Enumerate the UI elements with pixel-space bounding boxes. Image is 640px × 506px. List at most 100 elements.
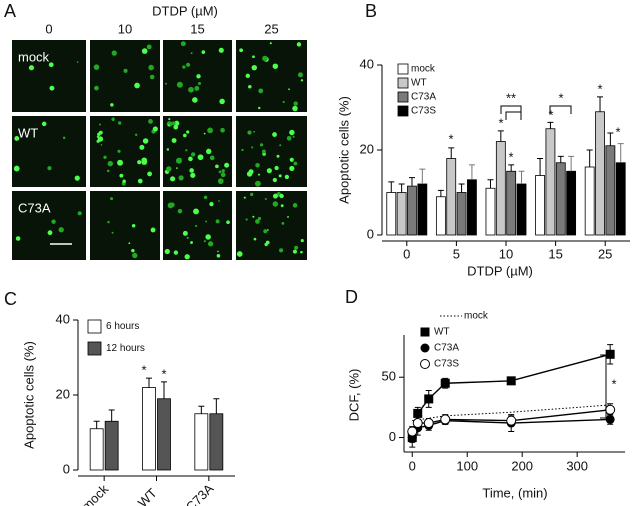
- error-bar: [146, 377, 152, 388]
- error-bar: [419, 168, 426, 184]
- marker: [506, 415, 517, 426]
- annotation: *: [597, 81, 602, 96]
- cell-spot: [170, 202, 175, 208]
- cell-spot: [266, 168, 272, 174]
- cell-spot: [184, 254, 190, 260]
- cell-spot: [197, 81, 202, 86]
- marker: [420, 343, 430, 353]
- significance-bracket: [505, 111, 522, 120]
- column-label: 15: [190, 21, 204, 36]
- panel-a-title: DTDP (µM): [152, 3, 218, 18]
- cell-spot: [217, 250, 219, 253]
- cell-spot: [215, 164, 219, 169]
- bar: [506, 170, 517, 236]
- y-axis-label: Apoptotic cells (%): [21, 341, 36, 449]
- cell-spot: [201, 50, 206, 54]
- cell-spot: [48, 62, 54, 68]
- cell-spot: [226, 220, 230, 225]
- cell-spot: [294, 245, 299, 250]
- error-bar: [568, 155, 575, 172]
- cell-spot: [252, 215, 255, 218]
- legend-swatch: [397, 91, 409, 103]
- cell-spot: [132, 252, 138, 259]
- bar: [142, 387, 156, 471]
- cell-spot: [98, 123, 101, 126]
- cell-spot: [287, 215, 289, 218]
- cell-spot: [167, 124, 170, 126]
- cell-spot: [131, 248, 135, 253]
- cell-spot: [253, 237, 257, 241]
- cell-spot: [111, 231, 114, 234]
- error-bar: [508, 164, 515, 172]
- error-bar: [518, 170, 525, 184]
- x-tick-label: mock: [79, 481, 112, 506]
- cell-spot: [262, 55, 268, 62]
- bar: [605, 145, 616, 236]
- cell-spot: [239, 48, 244, 53]
- cell-spot: [182, 65, 186, 69]
- cell-spot: [258, 106, 261, 110]
- cell-spot: [164, 248, 170, 255]
- cell-spot: [289, 165, 295, 172]
- x-axis-label: Time, (min): [482, 485, 547, 500]
- legend-swatch: [87, 341, 102, 356]
- legend-label: 6 hours: [106, 321, 139, 332]
- cell-spot: [147, 171, 153, 177]
- cell-spot: [258, 88, 264, 94]
- cell-spot: [176, 167, 178, 169]
- annotation: *: [615, 124, 620, 139]
- cell-spot: [117, 159, 124, 166]
- x-tick-label: 200: [511, 458, 533, 473]
- cell-spot: [62, 136, 66, 140]
- x-axis-label: DTDP (µM): [467, 263, 533, 278]
- cell-spot: [141, 157, 148, 164]
- cell-spot: [248, 84, 252, 89]
- cell-spot: [296, 42, 302, 47]
- cell-spot: [188, 86, 194, 93]
- cell-spot: [248, 169, 254, 175]
- cell-spot: [266, 229, 269, 231]
- annotation: *: [558, 90, 563, 105]
- bar: [495, 141, 506, 236]
- cell-spot: [279, 144, 282, 147]
- cell-spot: [272, 201, 279, 207]
- bar: [516, 183, 527, 236]
- marker: [605, 414, 615, 424]
- column-label: 0: [45, 21, 52, 36]
- cell-spot: [251, 146, 254, 149]
- y-tick-label: 0: [367, 226, 374, 241]
- legend-label: 12 hours: [106, 343, 145, 354]
- error-bar: [607, 132, 614, 146]
- row-label: WT: [18, 125, 38, 140]
- cell-spot: [251, 64, 258, 71]
- cell-spot: [300, 250, 303, 254]
- error-bar: [557, 155, 564, 163]
- cell-spot: [192, 97, 198, 103]
- cell-spot: [274, 165, 279, 171]
- cell-spot: [189, 168, 194, 173]
- cell-spot: [216, 253, 221, 258]
- cell-spot: [165, 82, 168, 85]
- cell-spot: [14, 135, 20, 141]
- annotation: *: [611, 376, 616, 391]
- cell-spot: [94, 85, 99, 91]
- marker: [420, 359, 430, 369]
- error-bar: [213, 398, 220, 414]
- significance-bracket: [500, 105, 522, 114]
- cell-spot: [76, 61, 79, 63]
- cell-spot: [217, 178, 224, 185]
- bar: [396, 192, 407, 236]
- panel-label: B: [365, 1, 377, 21]
- cell-spot: [254, 180, 261, 187]
- cell-spot: [122, 179, 126, 183]
- cell-spot: [203, 240, 206, 243]
- cell-spot: [139, 144, 145, 150]
- cell-spot: [272, 63, 279, 69]
- cell-spot: [49, 85, 55, 91]
- cell-spot: [193, 208, 199, 215]
- cell-spot: [292, 105, 298, 112]
- cell-spot: [194, 85, 200, 91]
- cell-spot: [264, 198, 267, 201]
- bar: [104, 420, 119, 471]
- cell-spot: [220, 172, 226, 178]
